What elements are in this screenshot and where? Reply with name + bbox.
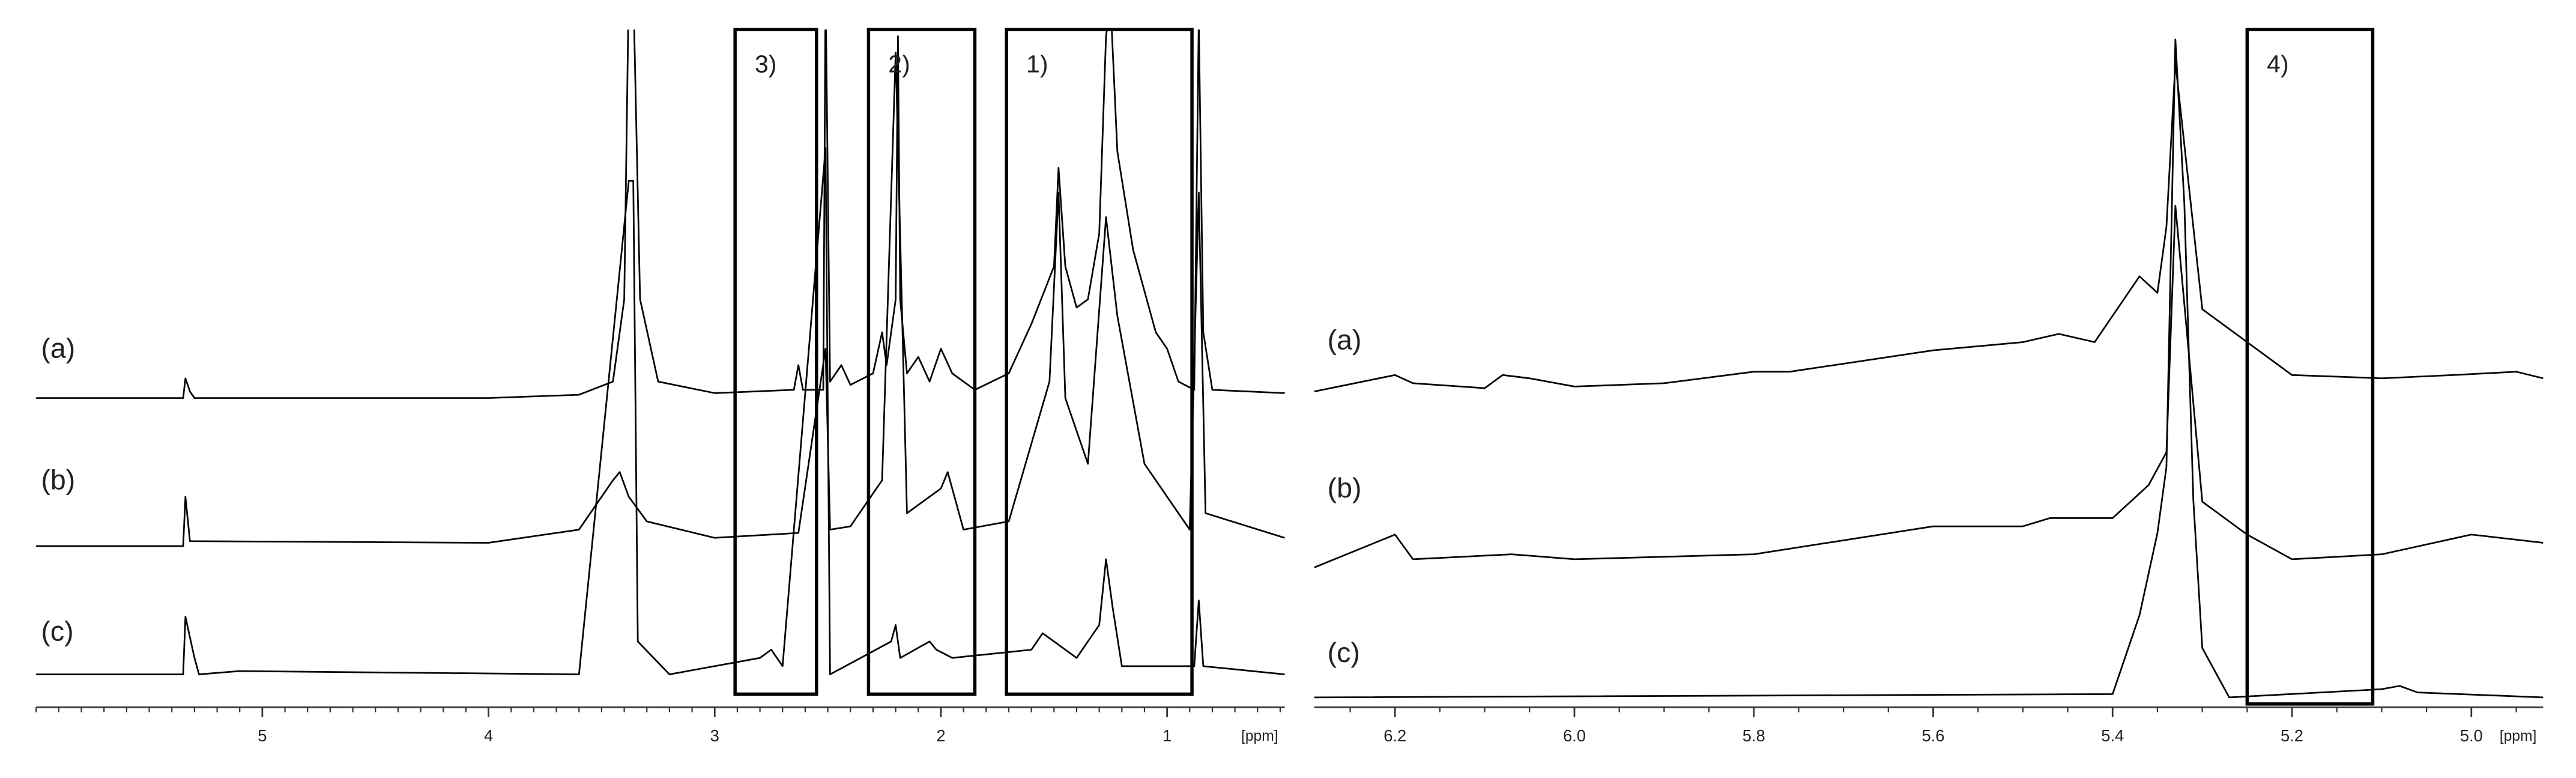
x-axis-label: [ppm]	[1241, 728, 1278, 744]
trace-label: (a)	[1328, 324, 1362, 356]
trace-label: (c)	[1328, 637, 1360, 668]
x-axis-label: [ppm]	[2500, 728, 2537, 744]
trace-label: (c)	[41, 615, 73, 646]
trace-label: (b)	[1328, 472, 1362, 503]
region-label: 3)	[755, 50, 776, 77]
x-tick-label: 5.6	[1921, 726, 1944, 745]
region-label: 2)	[888, 50, 910, 77]
x-tick-label: 2	[936, 726, 945, 745]
x-tick-label: 5	[258, 726, 267, 745]
x-tick-label: 5.2	[2281, 726, 2303, 745]
region-label: 1)	[1026, 50, 1048, 77]
x-tick-label: 6.2	[1383, 726, 1406, 745]
x-tick-label: 5.4	[2101, 726, 2124, 745]
x-tick-label: 4	[484, 726, 493, 745]
plot-area	[36, 29, 1285, 675]
x-tick-label: 1	[1163, 726, 1172, 745]
region-box	[866, 28, 977, 696]
region-label: 4)	[2267, 50, 2288, 77]
region-box	[1005, 28, 1194, 696]
region-box	[2245, 28, 2375, 706]
spectrum	[36, 52, 1285, 547]
spectrum	[1314, 38, 2544, 699]
region-box	[733, 28, 818, 696]
x-tick-label: 6.0	[1563, 726, 1586, 745]
trace-label: (b)	[41, 464, 75, 495]
x-tick-label: 5.8	[1743, 726, 1765, 745]
trace-label: (a)	[41, 332, 75, 363]
spectrum	[36, 147, 1285, 675]
plot-area	[1314, 38, 2544, 699]
x-tick-label: 3	[710, 726, 719, 745]
spectrum	[1314, 204, 2544, 568]
x-tick-label: 5.0	[2460, 726, 2483, 745]
spectrum	[1314, 61, 2544, 392]
